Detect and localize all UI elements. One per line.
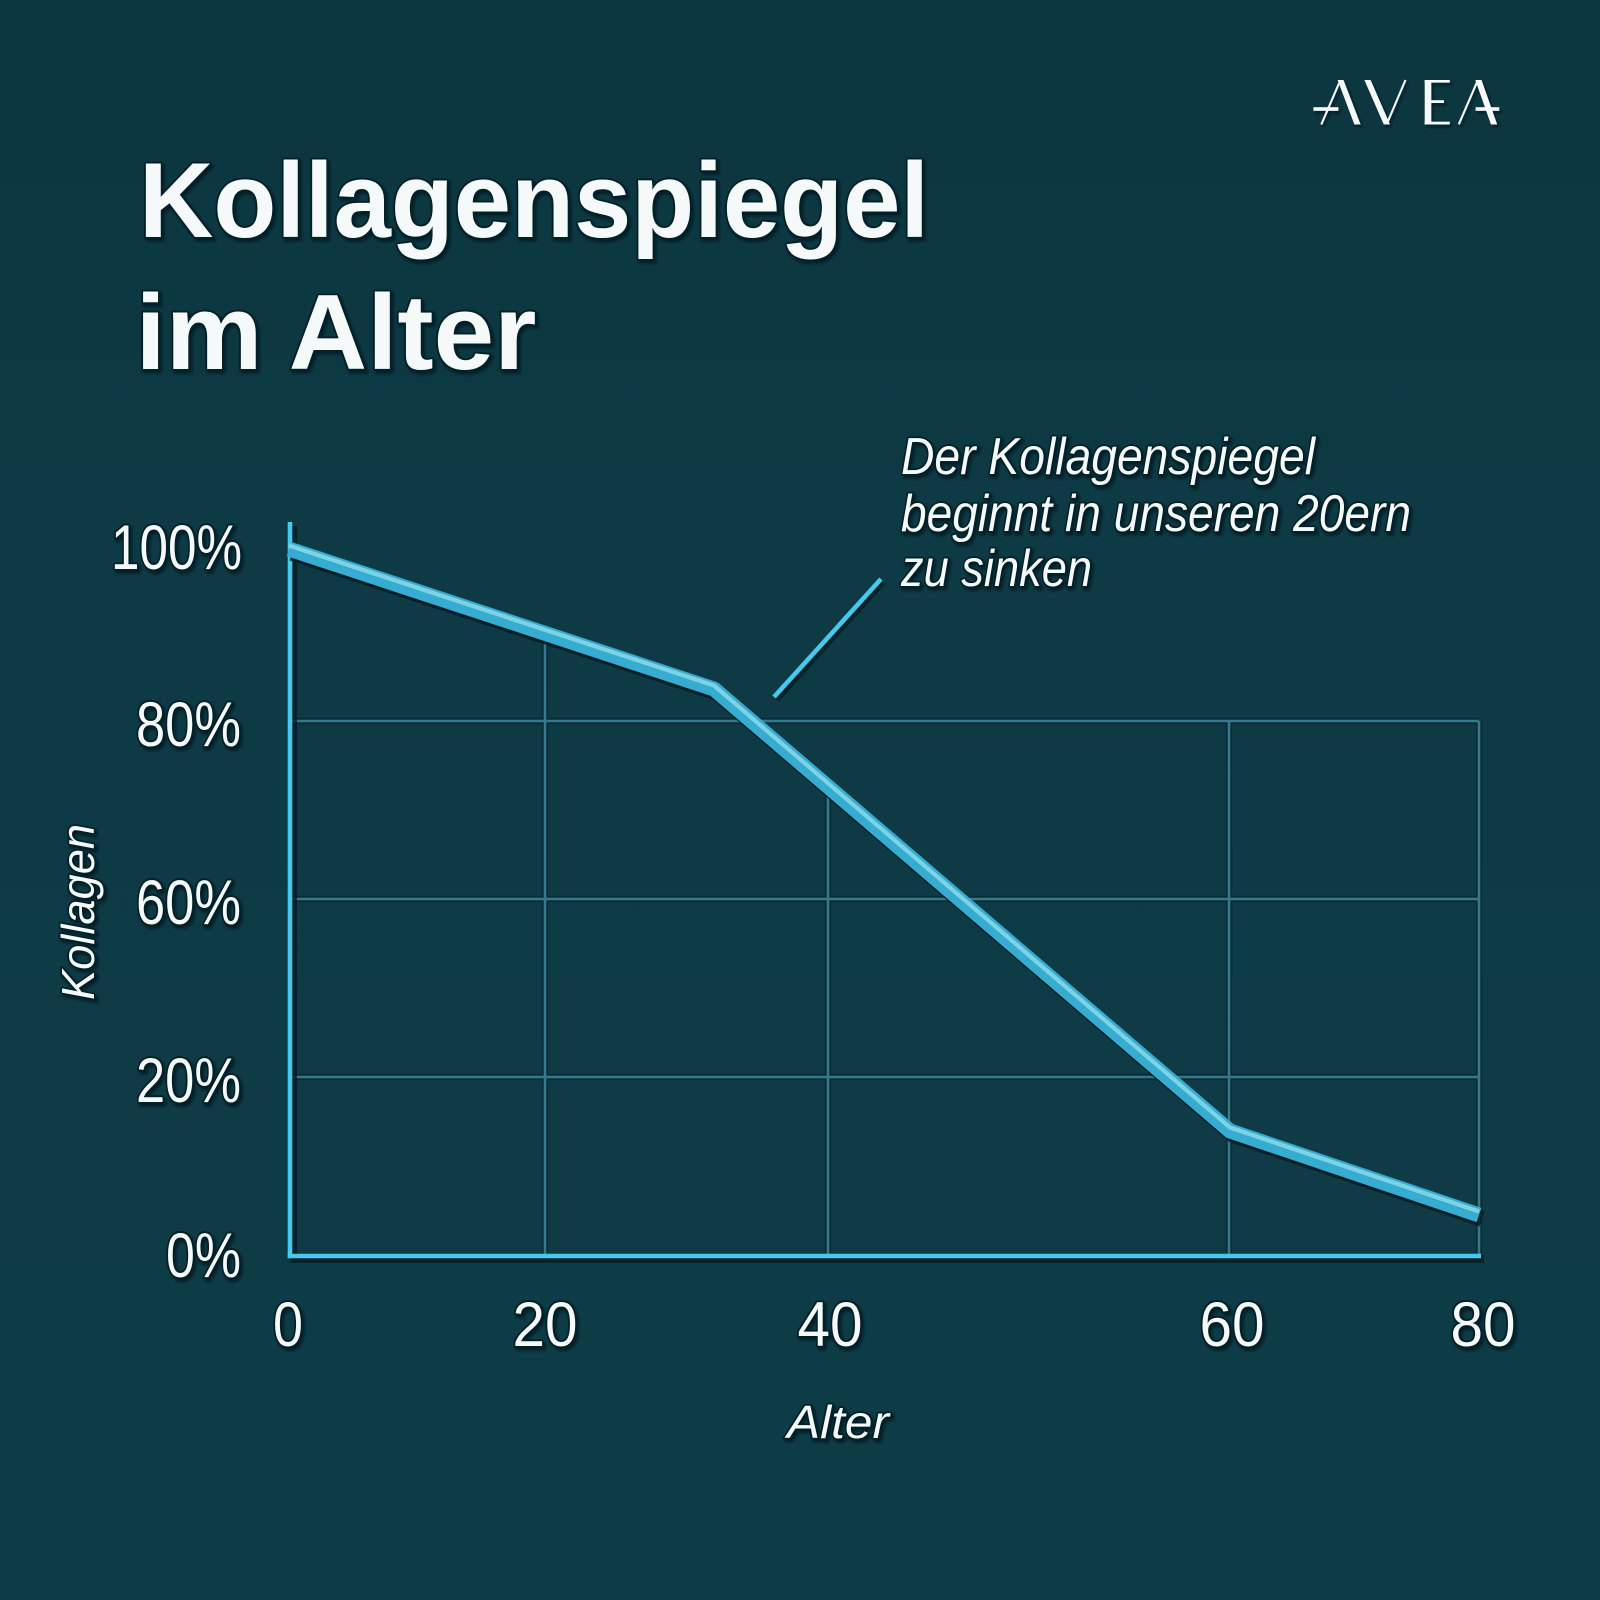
svg-text:Kollagenspiegel: Kollagenspiegel <box>139 140 929 260</box>
svg-text:Kollagen: Kollagen <box>52 824 104 1000</box>
svg-text:0: 0 <box>273 1290 303 1360</box>
svg-text:20%: 20% <box>136 1046 241 1116</box>
svg-text:Alter: Alter <box>784 1396 891 1448</box>
svg-text:40: 40 <box>798 1290 863 1360</box>
svg-text:60%: 60% <box>136 868 241 938</box>
svg-text:100%: 100% <box>111 513 242 583</box>
svg-text:80: 80 <box>1451 1290 1516 1360</box>
svg-text:zu sinken: zu sinken <box>900 540 1092 598</box>
svg-text:Der Kollagenspiegel: Der Kollagenspiegel <box>901 428 1316 486</box>
svg-text:60: 60 <box>1200 1290 1265 1360</box>
svg-text:80%: 80% <box>136 690 241 760</box>
svg-text:0%: 0% <box>166 1221 241 1291</box>
svg-text:20: 20 <box>513 1290 578 1360</box>
svg-text:im Alter: im Alter <box>136 272 537 392</box>
svg-text:beginnt in unseren 20ern: beginnt in unseren 20ern <box>901 485 1411 543</box>
